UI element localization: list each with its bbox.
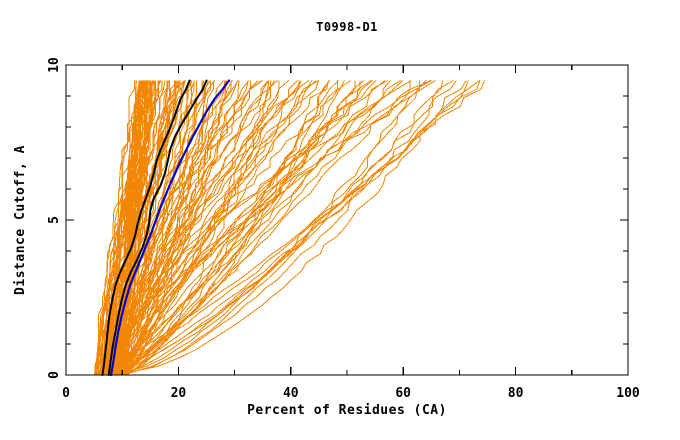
bundle-curve <box>116 80 467 376</box>
bundle-curve <box>95 80 170 376</box>
bundle-curve <box>116 80 374 376</box>
bundle-curve <box>99 80 263 376</box>
bundle-curve <box>124 80 203 376</box>
bundle-curve <box>98 80 481 376</box>
x-tick-label: 100 <box>616 386 640 401</box>
bundle-curve <box>102 80 386 376</box>
bundle-curve <box>111 80 432 376</box>
bundle-curve <box>95 80 346 376</box>
bundle-curve <box>121 80 339 376</box>
bundle-curve <box>110 80 404 376</box>
bundle-curve <box>99 80 251 376</box>
bundle-curve <box>117 80 411 376</box>
orange-curve-bundle <box>93 80 485 376</box>
bundle-curve <box>118 80 233 376</box>
bundle-curve <box>109 80 330 376</box>
bundle-curve <box>114 80 469 376</box>
bundle-curve <box>107 80 302 376</box>
bundle-curve <box>102 80 278 376</box>
x-tick-label: 0 <box>62 386 70 401</box>
bundle-curve <box>98 80 180 375</box>
y-tick-label: 10 <box>47 57 62 73</box>
x-axis-title: Percent of Residues (CA) <box>247 403 447 418</box>
bundle-curve <box>107 80 329 376</box>
bundle-curve <box>123 80 280 376</box>
chart-title: T0998-D1 <box>316 20 378 34</box>
bundle-curve <box>122 80 427 376</box>
bundle-curve <box>114 80 290 376</box>
x-tick-label: 80 <box>508 386 524 401</box>
bundle-curve <box>96 80 485 376</box>
bundle-curve <box>106 80 298 376</box>
bundle-curve <box>119 80 177 375</box>
bundle-curve <box>105 80 352 376</box>
bundle-curve <box>125 80 389 376</box>
axis-tick-labels: 0 20 40 60 80 100 0 5 10 <box>47 57 640 401</box>
series-highlight-black-2 <box>107 79 208 376</box>
x-tick-label: 20 <box>171 386 187 401</box>
bundle-curve <box>99 80 391 376</box>
axis-ticks <box>65 64 629 376</box>
x-tick-label: 40 <box>283 386 299 401</box>
y-tick-label: 0 <box>47 371 62 379</box>
series-highlight-blue <box>109 79 231 377</box>
bundle-curve <box>122 80 457 376</box>
x-tick-label: 60 <box>395 386 411 401</box>
bundle-curve <box>123 80 432 376</box>
bundle-curve <box>107 80 250 376</box>
y-axis-title: Distance Cutoff, A <box>13 145 28 295</box>
bundle-curve <box>96 80 145 375</box>
bundle-curve <box>94 80 168 376</box>
bundle-curve <box>104 80 436 376</box>
bundle-curve <box>94 80 150 375</box>
highlight-curves <box>101 79 231 377</box>
bundle-curve <box>94 80 259 376</box>
bundle-curve <box>124 80 361 376</box>
bundle-curve <box>107 80 208 376</box>
series-highlight-black-1 <box>101 79 191 376</box>
bundle-curve <box>126 80 232 376</box>
bundle-curve <box>97 80 365 376</box>
y-tick-label: 5 <box>47 216 62 224</box>
bundle-curve <box>117 80 444 376</box>
